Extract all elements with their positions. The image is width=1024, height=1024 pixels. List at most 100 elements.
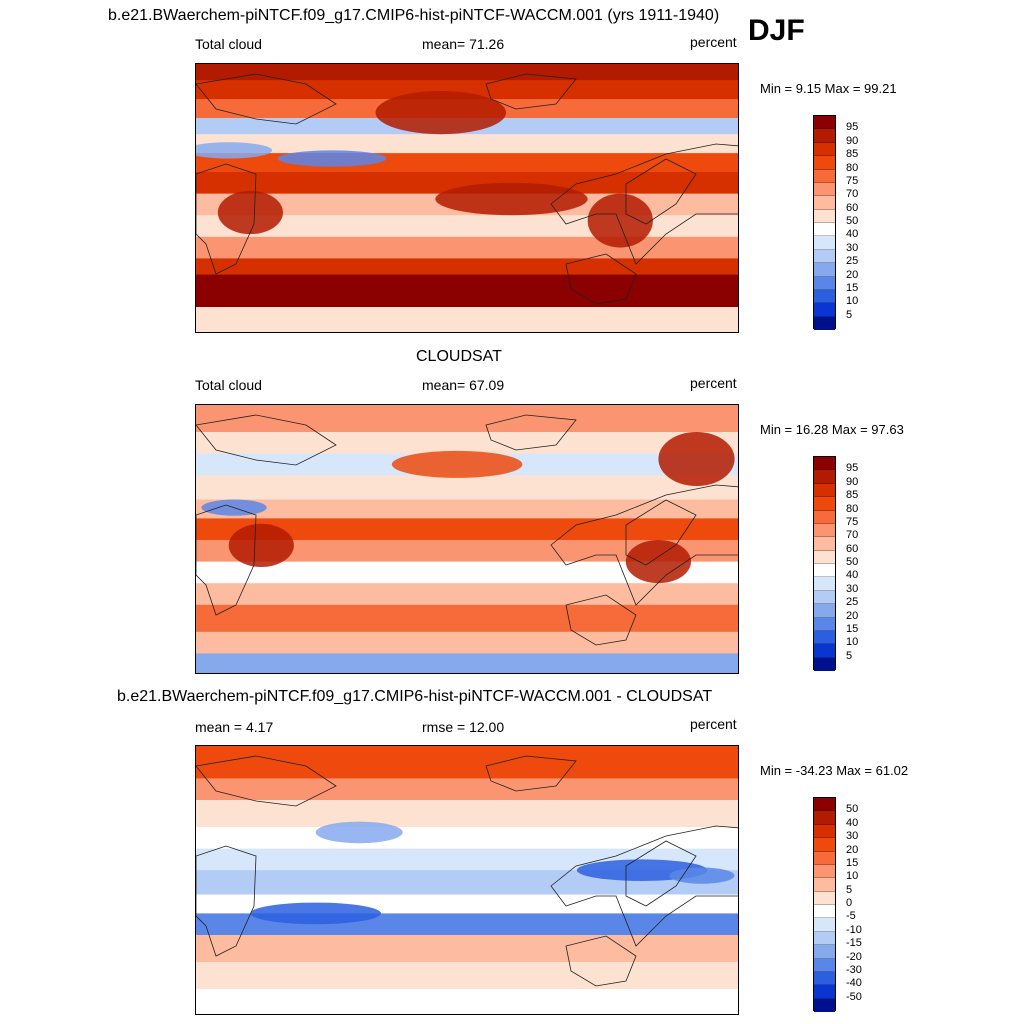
colorbar-tick-label: -15 [846,937,862,950]
colorbar-tick-label: 50 [846,556,859,568]
colorbar-swatch [814,998,835,1012]
coastline [485,755,577,792]
colorbar-tick-label: 50 [846,803,859,816]
colorbar-swatch [814,249,835,264]
field-band [196,540,738,563]
colorbar-swatch [814,316,835,330]
colorbar-tick-label: 80 [846,161,859,174]
field-band [196,518,738,541]
colorbar-swatch [814,878,835,892]
colorbar-swatch [814,142,835,157]
season-label: DJF [748,14,805,47]
colorbar-swatch [814,116,835,130]
coastline [196,845,257,957]
panel2-units: percent [690,375,737,391]
colorbar-swatch [814,236,835,250]
field-region [250,902,381,925]
colorbar-swatch [814,537,835,551]
colorbar-tick-label: 90 [846,475,859,488]
colorbar-tick-label: 85 [846,489,859,502]
coastline [485,414,577,451]
field-band [196,631,738,654]
colorbar-tick-label: 10 [846,295,859,308]
panel1-units: percent [690,34,737,50]
colorbar-swatch [814,223,835,237]
colorbar-swatch [814,985,835,999]
field-region [228,523,294,567]
field-band [196,989,738,1014]
colorbar-tick-label: 80 [846,502,859,515]
colorbar-tick-label: 10 [846,870,859,883]
colorbar-tick-label: 15 [846,281,859,294]
colorbar-swatch [814,209,835,223]
coastline [550,825,738,947]
field-band [196,64,738,81]
colorbar-swatch [814,564,835,578]
colorbar-swatch [814,196,835,210]
colorbar-tick-label: 60 [846,201,859,214]
colorbar-swatch [814,457,835,471]
colorbar-tick-label: 25 [846,596,859,609]
colorbar-tick-label: 30 [846,830,859,843]
colorbar-tick-label: -40 [846,977,862,990]
field-region [391,450,523,478]
colorbar-swatch [814,798,835,812]
panel1-minmax: Min = 9.15 Max = 99.21 [760,81,897,96]
field-band [196,604,738,633]
colorbar-tick-label: -30 [846,963,862,976]
colorbar-swatch [814,483,835,498]
panel2-map [195,404,739,674]
colorbar-tick-label: 40 [846,228,859,241]
colorbar-tick-label: 40 [846,816,859,829]
coastline [625,158,697,225]
field-band [196,653,738,673]
field-band [196,778,738,801]
colorbar-swatch [814,971,835,986]
colorbar-tick-label: 75 [846,174,859,187]
colorbar-tick-label: 10 [846,636,859,649]
coastline [625,499,697,566]
field-band [196,80,738,100]
colorbar-swatch [814,864,835,879]
colorbar-swatch [814,851,835,865]
colorbar-tick-label: 15 [846,622,859,635]
coastline [196,163,257,275]
panel3-left-label: mean = 4.17 [195,719,274,735]
colorbar-tick-label: 50 [846,215,859,227]
colorbar-swatch [814,891,835,905]
colorbar-swatch [814,497,835,511]
colorbar-swatch [814,958,835,972]
colorbar-swatch [814,156,835,170]
colorbar-tick-label: -5 [846,910,856,923]
panel2-colorbar [813,456,836,671]
field-region [217,190,283,235]
colorbar-swatch [814,838,835,852]
colorbar-swatch [814,470,835,484]
field-region [625,540,691,584]
coastline [196,504,257,616]
field-band [196,236,738,259]
panel1-title: b.e21.BWaerchem-piNTCF.f09_g17.CMIP6-his… [108,7,720,24]
colorbar-swatch [814,303,835,317]
colorbar-tick-label: 95 [846,462,859,475]
colorbar-tick-label: 20 [846,609,859,622]
coastline [565,935,637,987]
coastline [196,73,337,125]
panel3-title: b.e21.BWaerchem-piNTCF.f09_g17.CMIP6-his… [117,688,713,705]
colorbar-swatch [814,630,835,645]
colorbar-tick-label: 85 [846,148,859,161]
field-region [658,432,735,486]
field-band [196,962,738,990]
field-band [196,583,738,606]
panel2-minmax: Min = 16.28 Max = 97.63 [760,422,904,437]
colorbar-swatch [814,604,835,618]
colorbar-swatch [814,905,835,919]
field-region [277,150,387,167]
colorbar-swatch [814,918,835,932]
field-region [196,142,273,159]
colorbar-swatch [814,276,835,290]
panel2-left-label: Total cloud [195,377,262,393]
colorbar-swatch [814,657,835,671]
colorbar-swatch [814,263,835,277]
field-region [435,182,588,216]
